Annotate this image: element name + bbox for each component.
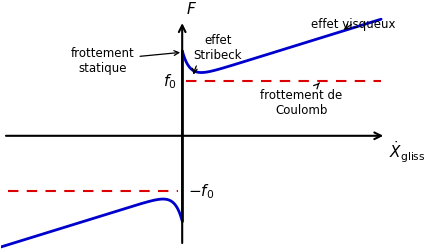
Text: frottement de
Coulomb: frottement de Coulomb — [260, 84, 342, 116]
Text: effet
Stribeck: effet Stribeck — [192, 34, 242, 74]
Text: $-f_0$: $-f_0$ — [188, 182, 214, 200]
Text: $f_0$: $f_0$ — [162, 72, 176, 91]
Text: $F$: $F$ — [186, 1, 197, 17]
Text: $\dot{X}_{\rm gliss}$: $\dot{X}_{\rm gliss}$ — [388, 139, 424, 164]
Text: frottement
statique: frottement statique — [71, 47, 178, 75]
Text: effet visqueux: effet visqueux — [311, 17, 395, 30]
